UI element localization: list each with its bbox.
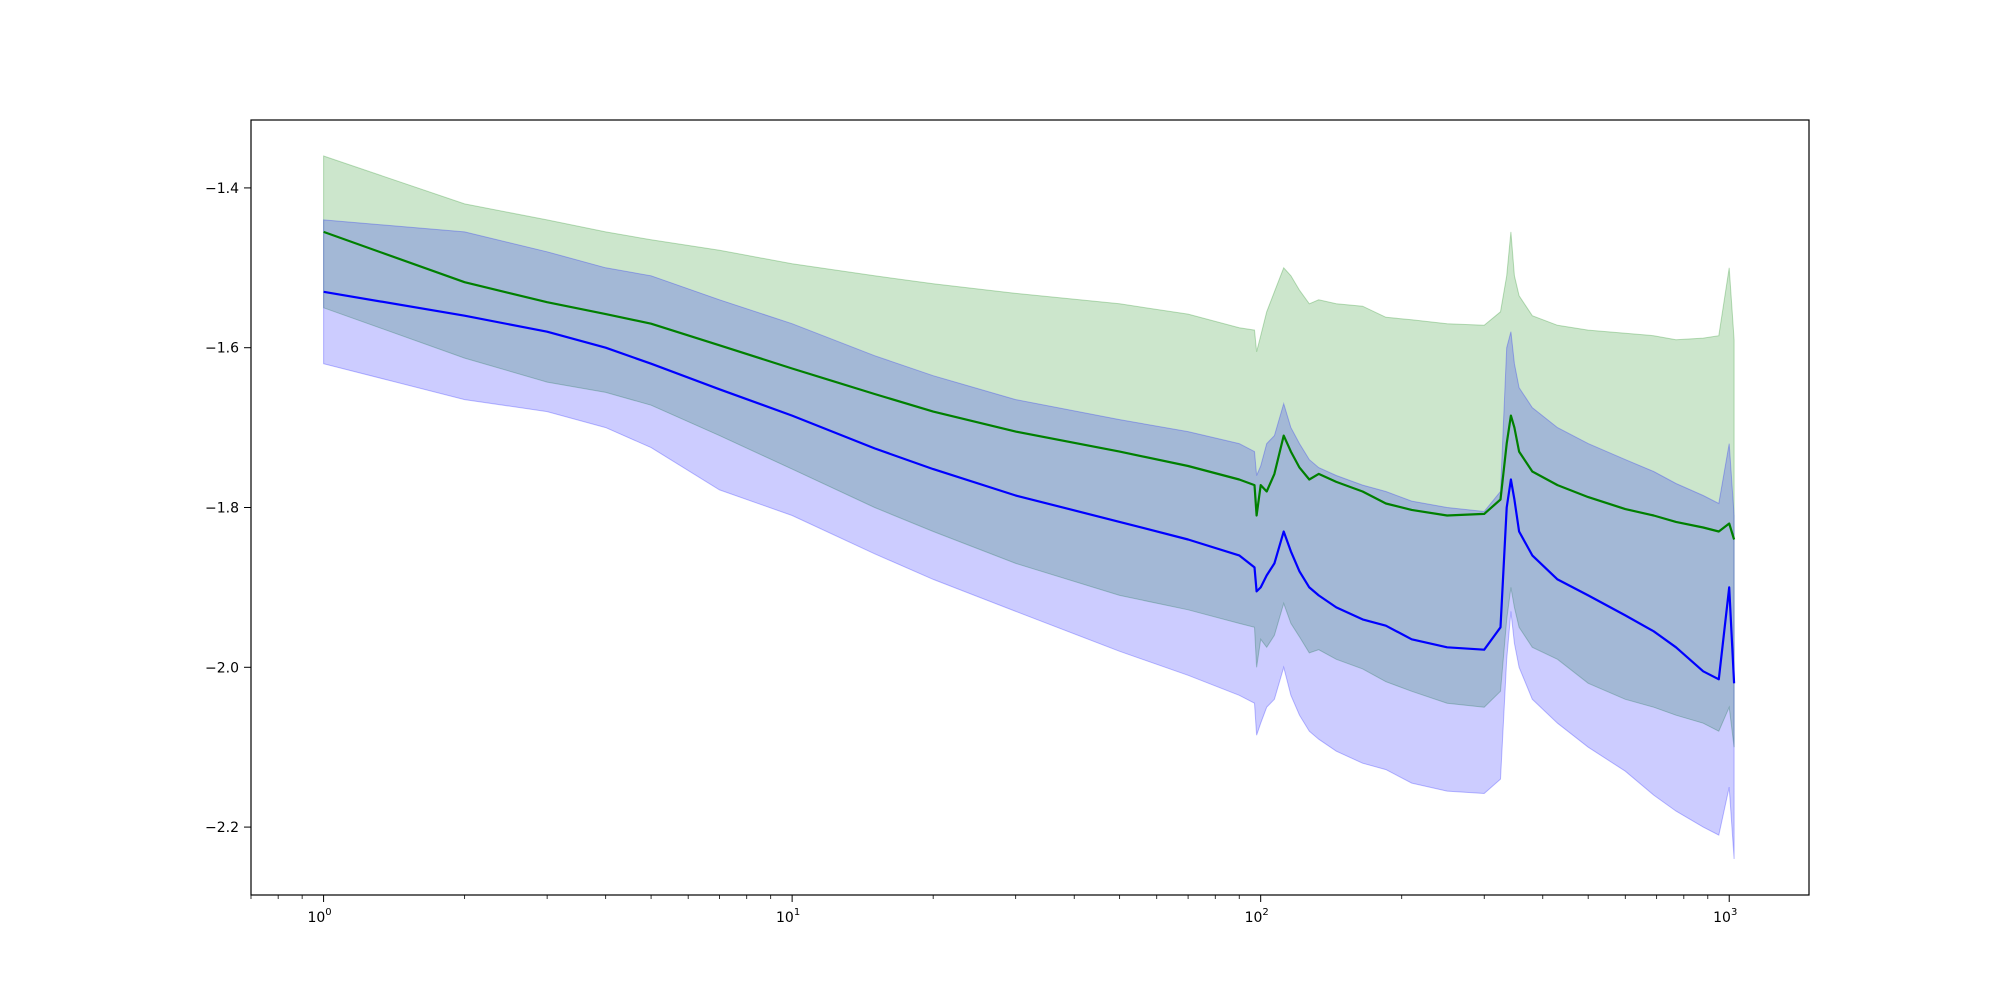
y-axis: −1.4 −1.6 −1.8 −2.0 −2.2 bbox=[205, 181, 251, 836]
series-0-line bbox=[323, 230, 1736, 540]
y-tick-label-3: −2.0 bbox=[205, 660, 239, 676]
y-tick-label-2: −1.8 bbox=[205, 501, 239, 517]
x-tick-label-1: 101 bbox=[776, 907, 800, 926]
series-1-line bbox=[323, 290, 1736, 684]
x-axis: 100 101 102 103 bbox=[250, 895, 1737, 926]
series-lines bbox=[323, 230, 1736, 684]
x-tick-label-0: 100 bbox=[307, 907, 331, 926]
plot-frame bbox=[250, 119, 1810, 896]
x-tick-label-2: 102 bbox=[1245, 907, 1269, 926]
confidence-bands bbox=[323, 155, 1735, 860]
y-tick-label-4: −2.2 bbox=[205, 820, 239, 836]
series-0-band bbox=[323, 155, 1735, 748]
series-1-band bbox=[323, 219, 1735, 860]
x-tick-label-3: 103 bbox=[1713, 907, 1737, 926]
y-tick-label-1: −1.6 bbox=[205, 341, 239, 357]
y-tick-label-0: −1.4 bbox=[205, 181, 239, 197]
